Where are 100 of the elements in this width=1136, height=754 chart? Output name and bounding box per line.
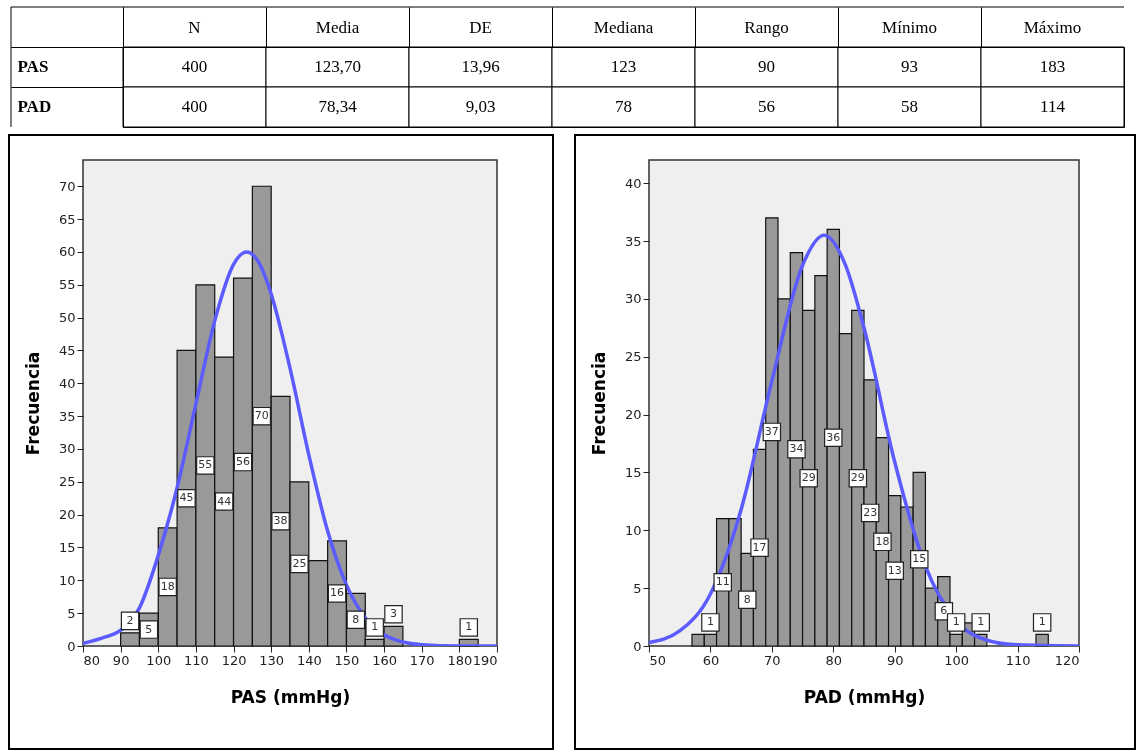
data-label: 17 <box>752 540 767 554</box>
data-label: 15 <box>912 552 927 566</box>
category-label: Máximo <box>1023 17 1082 37</box>
data-label: 44 <box>217 494 232 508</box>
x-tick-label: 150 <box>334 652 360 668</box>
x-tick-label: 160 <box>372 652 397 668</box>
x-tick-label: 90 <box>886 652 904 668</box>
y-tick-label: 20 <box>58 507 76 523</box>
x-axis-title: PAD (mmHg) <box>803 686 926 707</box>
data-label: 2 <box>126 613 134 627</box>
text: 90 <box>758 57 775 76</box>
data-label: 1 <box>952 615 960 629</box>
data-label: 1 <box>371 620 379 634</box>
data-label: 36 <box>826 430 841 444</box>
text: 78,34 <box>318 97 357 116</box>
y-tick-label: 30 <box>624 291 642 307</box>
data-label: 25 <box>292 556 307 570</box>
y-tick-label: 0 <box>633 638 642 654</box>
data-label: 8 <box>352 612 360 626</box>
data-label: 18 <box>875 534 890 548</box>
data-label: 18 <box>160 579 175 593</box>
y-tick-label: 15 <box>624 464 642 480</box>
data-label: 1 <box>977 615 985 629</box>
x-tick-label: 70 <box>764 652 781 668</box>
category-label: Mediana <box>593 17 654 37</box>
x-tick-label: 110 <box>184 652 209 668</box>
line-series <box>649 233 1079 646</box>
y-tick-label: 65 <box>58 211 76 227</box>
text: 123 <box>610 57 637 76</box>
text: 183 <box>1039 57 1066 76</box>
x-tick-label: 80 <box>825 652 843 668</box>
data-label: 8 <box>743 592 751 606</box>
data-label: 56 <box>235 455 250 469</box>
data-label: 5 <box>145 622 153 636</box>
line-series <box>83 250 497 646</box>
text: 56 <box>758 97 775 116</box>
y-tick-label: 15 <box>58 539 76 555</box>
text: 123,70 <box>314 57 361 76</box>
y-tick-label: 10 <box>58 572 76 588</box>
x-tick-label: 120 <box>1054 652 1080 668</box>
y-tick-label: 20 <box>624 407 642 423</box>
data-label: 1 <box>465 620 473 634</box>
category-label: Mínimo <box>882 17 937 37</box>
data-label: 6 <box>940 604 948 618</box>
category-label: PAD <box>17 97 52 116</box>
y-tick-label: 45 <box>58 342 76 358</box>
x-tick-label: 170 <box>409 652 435 668</box>
x-tick-label: 100 <box>146 652 172 668</box>
data-label: 45 <box>179 491 194 505</box>
y-tick-label: 40 <box>624 175 642 191</box>
data-label: 29 <box>850 471 865 485</box>
y-tick-label: 60 <box>58 244 76 260</box>
category-label: Media <box>315 17 360 37</box>
x-axis-title: PAS (mmHg) <box>230 686 351 707</box>
data-label: 16 <box>330 586 345 600</box>
x-tick-label: 80 <box>83 652 101 668</box>
y-tick-label: 10 <box>624 522 642 538</box>
y-tick-label: 35 <box>624 233 642 249</box>
y-tick-label: 30 <box>58 441 76 457</box>
text: 93 <box>901 57 918 76</box>
x-tick-label: 60 <box>702 652 720 668</box>
y-tick-label: 55 <box>58 277 76 293</box>
y-axis-title: Frecuencia <box>22 351 43 456</box>
x-tick-label: 180 <box>447 652 473 668</box>
data-label: 13 <box>887 563 902 577</box>
text: 9,03 <box>465 97 496 116</box>
data-label: 70 <box>254 409 269 423</box>
x-tick-label: 50 <box>649 652 667 668</box>
y-axis-title: Frecuencia <box>588 351 609 456</box>
y-tick-label: 40 <box>58 375 76 391</box>
data-label: 55 <box>198 458 213 472</box>
y-tick-label: 0 <box>67 638 76 654</box>
y-tick-label: 5 <box>67 605 76 621</box>
y-tick-label: 25 <box>624 349 642 365</box>
data-label: 34 <box>789 442 804 456</box>
category-label: DE <box>469 17 492 37</box>
x-tick-label: 120 <box>221 652 247 668</box>
data-label: 11 <box>715 575 730 589</box>
data-label: 1 <box>1038 615 1046 629</box>
y-tick-label: 25 <box>58 474 76 490</box>
data-label: 3 <box>390 607 397 621</box>
category-label: PAS <box>17 57 49 76</box>
text: 78 <box>615 97 632 116</box>
data-label: 1 <box>706 615 714 629</box>
y-tick-label: 35 <box>58 408 76 424</box>
text: 58 <box>901 97 918 116</box>
data-label: 29 <box>801 471 816 485</box>
x-tick-label: 140 <box>296 652 322 668</box>
text: 400 <box>181 57 208 76</box>
category-label: Rango <box>744 17 789 37</box>
x-tick-label: 190 <box>472 652 498 668</box>
x-tick-label: 90 <box>112 652 130 668</box>
y-tick-label: 5 <box>633 580 642 596</box>
x-tick-label: 130 <box>259 652 285 668</box>
text: 400 <box>181 97 208 116</box>
category-label: N <box>188 17 201 37</box>
x-tick-label: 100 <box>944 652 970 668</box>
text: 114 <box>1040 97 1065 116</box>
data-label: 23 <box>863 505 878 519</box>
text: 13,96 <box>461 57 500 76</box>
